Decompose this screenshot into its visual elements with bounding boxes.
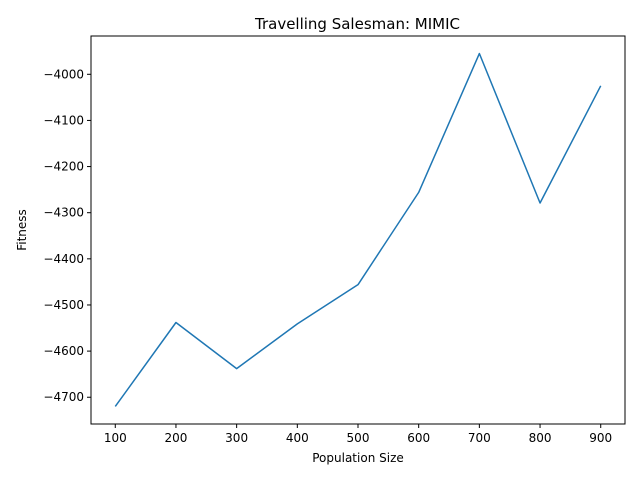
y-tick-label: −4600 bbox=[43, 344, 84, 358]
y-tick-label: −4100 bbox=[43, 113, 84, 127]
x-tick-label: 200 bbox=[165, 431, 188, 445]
x-tick-label: 600 bbox=[407, 431, 430, 445]
y-tick-label: −4500 bbox=[43, 298, 84, 312]
x-tick-label: 400 bbox=[286, 431, 309, 445]
x-axis-label: Population Size bbox=[312, 451, 404, 465]
x-tick-label: 900 bbox=[589, 431, 612, 445]
x-axis: 100 200 300 400 500 600 700 800 900 bbox=[104, 424, 612, 445]
y-axis: −4700 −4600 −4500 −4400 −4300 −4200 −4100 −4000 bbox=[43, 67, 91, 404]
x-tick-label: 500 bbox=[347, 431, 370, 445]
x-tick-label: 700 bbox=[468, 431, 491, 445]
x-tick-label: 300 bbox=[225, 431, 248, 445]
y-tick-label: −4400 bbox=[43, 252, 84, 266]
plot-frame bbox=[90, 35, 626, 425]
plot-area bbox=[114, 52, 602, 407]
series-line-0 bbox=[114, 52, 602, 407]
y-tick-label: −4700 bbox=[43, 390, 84, 404]
y-axis-label: Fitness bbox=[15, 209, 29, 251]
y-tick-label: −4200 bbox=[43, 160, 84, 174]
x-tick-label: 100 bbox=[104, 431, 127, 445]
y-tick-label: −4300 bbox=[43, 206, 84, 220]
y-tick-label: −4000 bbox=[43, 67, 84, 81]
chart-title: Travelling Salesman: MIMIC bbox=[254, 15, 460, 33]
x-tick-label: 800 bbox=[529, 431, 552, 445]
